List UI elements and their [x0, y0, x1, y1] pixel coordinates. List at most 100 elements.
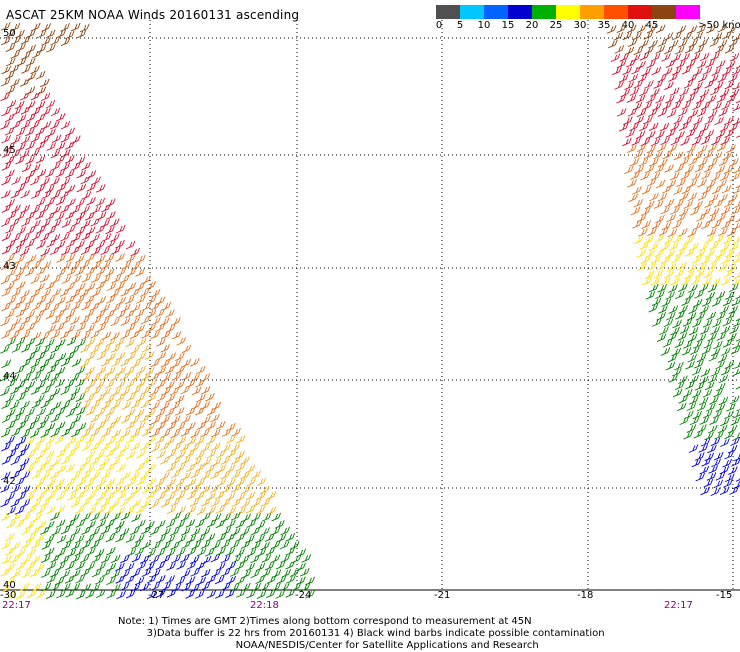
wind-barb [4, 126, 15, 136]
wind-barb [613, 31, 624, 41]
wind-barb [713, 340, 723, 350]
wind-barb [667, 332, 678, 341]
wind-barb [723, 479, 733, 488]
wind-barb [702, 409, 713, 419]
wind-barb [649, 157, 659, 167]
wind-barb [36, 295, 47, 305]
wind-barb [160, 344, 170, 353]
wind-barb [36, 86, 47, 95]
wind-barb [702, 185, 712, 194]
wind-barb [79, 23, 90, 33]
wind-barb [200, 428, 210, 438]
wind-barb [255, 505, 266, 515]
wind-barb [1, 134, 11, 144]
wind-barb [638, 228, 648, 237]
wind-barb [285, 547, 296, 556]
wind-barb [707, 262, 717, 271]
wind-barb [698, 38, 709, 48]
wind-barb [716, 129, 726, 139]
wind-barb [84, 464, 95, 473]
wind-barb [714, 234, 725, 243]
colorbar-swatch [484, 5, 508, 19]
wind-barb [101, 400, 111, 410]
wind-barb [221, 513, 231, 523]
wind-barb [662, 150, 673, 160]
wind-barb [186, 534, 197, 544]
wind-barb [84, 212, 95, 221]
wind-barb [50, 359, 61, 368]
wind-barb [15, 477, 25, 486]
wind-barb [220, 540, 231, 549]
wind-barb [684, 248, 695, 257]
wind-barb [225, 547, 235, 557]
wind-barb [240, 527, 250, 536]
wind-barb [650, 137, 661, 147]
wind-barb [65, 534, 76, 544]
wind-barb [155, 296, 166, 305]
wind-barb [50, 470, 60, 480]
wind-barb [640, 137, 651, 147]
wind-barb [35, 309, 45, 318]
wind-barb [126, 547, 137, 557]
wind-barb [618, 74, 629, 83]
wind-barb [60, 232, 70, 242]
wind-barb [134, 408, 145, 418]
wind-barb [697, 59, 707, 69]
wind-barb [5, 155, 15, 165]
wind-barb [55, 421, 66, 431]
wind-barb [724, 450, 734, 460]
wind-barb [60, 177, 71, 186]
wind-barb [702, 389, 713, 398]
wind-barb [196, 506, 207, 516]
wind-barb [41, 443, 51, 452]
wind-barb [1, 442, 11, 452]
wind-barb [185, 448, 195, 458]
wind-barb [1, 107, 11, 117]
wind-barb [20, 415, 30, 425]
wind-barb [729, 325, 740, 334]
wind-barb [732, 256, 740, 264]
wind-barb [661, 298, 672, 307]
wind-barb [671, 53, 682, 63]
wind-barb [35, 141, 46, 150]
wind-barb [155, 561, 166, 570]
wind-barb [670, 206, 680, 215]
wind-barb [681, 101, 691, 110]
wind-barb [96, 266, 106, 276]
wind-barb [734, 361, 740, 369]
wind-barb [60, 23, 70, 32]
wind-barb [731, 458, 740, 467]
wind-barb [105, 519, 115, 528]
wind-barb [39, 204, 50, 214]
wind-barb [674, 199, 684, 208]
wind-barb [733, 236, 740, 244]
wind-barb [0, 512, 11, 521]
wind-barb [220, 498, 231, 507]
wind-barb [76, 422, 87, 432]
wind-barb [85, 589, 95, 599]
wind-barb [221, 526, 232, 536]
wind-barb [189, 555, 200, 564]
wind-barb [622, 66, 633, 76]
wind-barb [5, 421, 16, 430]
wind-barb [720, 325, 731, 335]
wind-barb [11, 317, 22, 326]
wind-barb [245, 464, 256, 474]
wind-barb [719, 88, 730, 98]
wind-barb [641, 185, 652, 195]
wind-barb [0, 121, 10, 130]
wind-barb [45, 407, 56, 417]
wind-barb [71, 569, 81, 578]
wind-barb [210, 442, 221, 452]
wind-barb [725, 60, 736, 70]
wind-barb [206, 589, 217, 599]
wind-barb [200, 401, 211, 410]
wind-barb [194, 406, 205, 416]
wind-barb [736, 135, 740, 138]
wind-barb [681, 276, 691, 286]
wind-barb [256, 590, 267, 599]
wind-barb [718, 227, 728, 237]
wind-barb [50, 387, 61, 397]
wind-barb [61, 219, 72, 228]
